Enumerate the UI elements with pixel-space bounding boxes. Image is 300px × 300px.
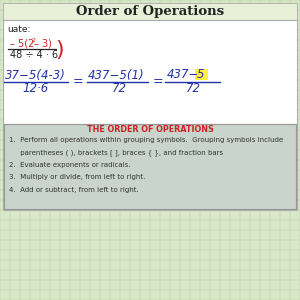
Text: uate:: uate: [7,26,30,34]
Text: 37−5(4-3): 37−5(4-3) [5,68,66,82]
Text: ): ) [55,40,64,60]
Text: 1.  Perform all operations within grouping symbols.  Grouping symbols include: 1. Perform all operations within groupin… [9,137,283,143]
Bar [3,3,297,210]
Text: 12·6: 12·6 [22,82,48,95]
Text: =: = [153,76,164,88]
Text: 2.  Evaluate exponents or radicals.: 2. Evaluate exponents or radicals. [9,162,130,168]
Text: 72: 72 [186,82,201,95]
Text: 48 ÷ 4 · 6: 48 ÷ 4 · 6 [10,50,58,60]
Bar [195,69,208,80]
Text: 437−: 437− [167,68,200,82]
Text: 2: 2 [31,38,35,43]
Text: – 3): – 3) [34,39,52,49]
Text: – 5(2: – 5(2 [10,39,34,49]
Text: THE ORDER OF OPERATIONS: THE ORDER OF OPERATIONS [87,125,213,134]
Text: 5: 5 [197,68,205,82]
Text: 437−5(1): 437−5(1) [88,68,145,82]
Text: parentheses ( ), brackets [ ], braces { }, and fraction bars: parentheses ( ), brackets [ ], braces { … [9,149,223,156]
Text: 3.  Multiply or divide, from left to right.: 3. Multiply or divide, from left to righ… [9,175,146,181]
Text: Order of Operations: Order of Operations [76,5,224,19]
Text: 4.  Add or subtract, from left to right.: 4. Add or subtract, from left to right. [9,187,139,193]
Text: =: = [73,76,84,88]
Text: 72: 72 [112,82,127,95]
Bar [4,124,296,209]
Bar [3,3,297,20]
